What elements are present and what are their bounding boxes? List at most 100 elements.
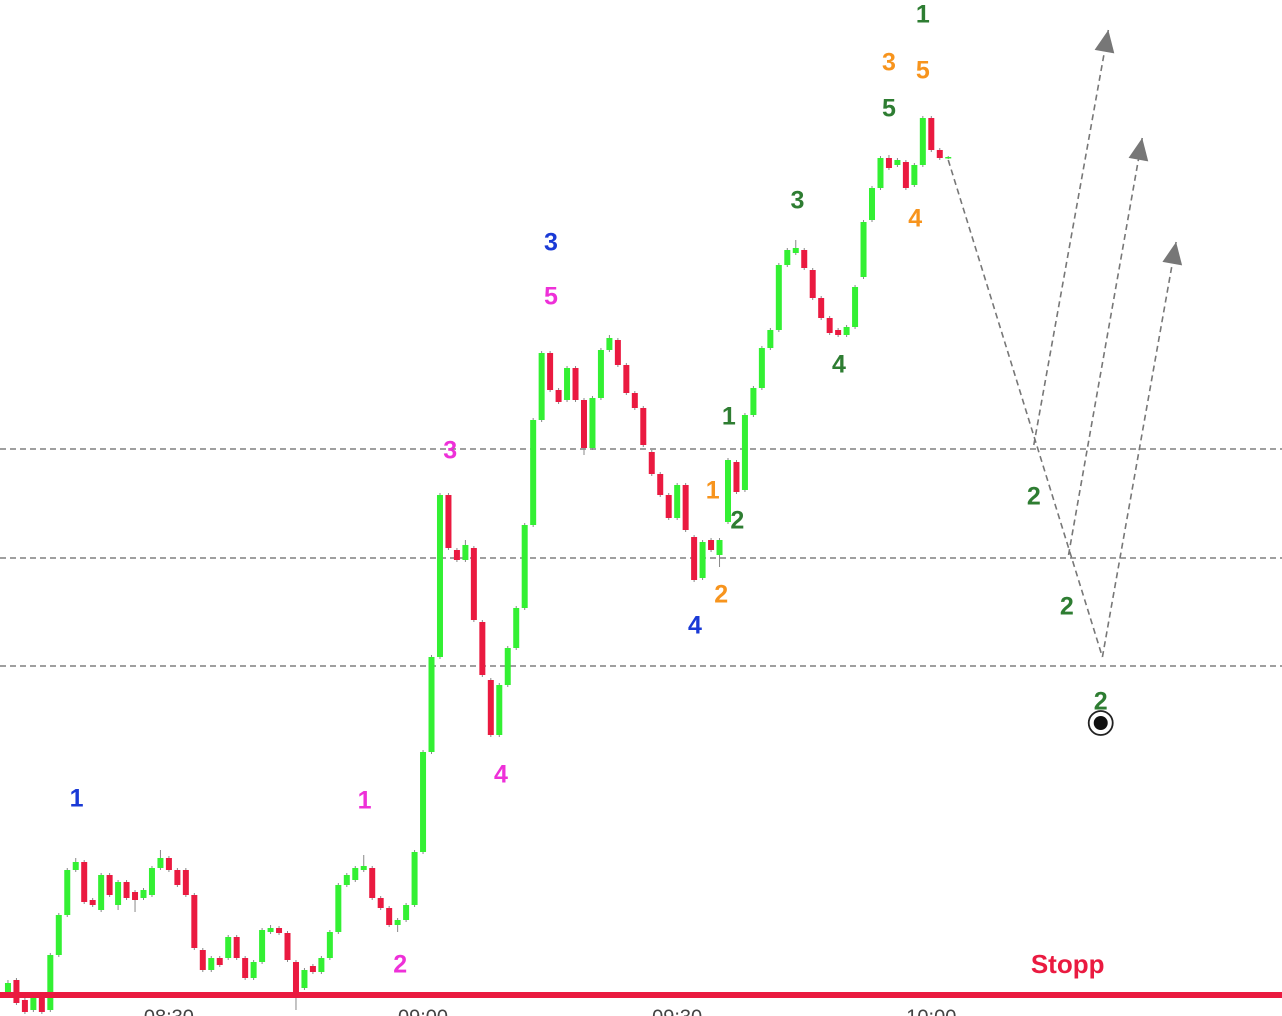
wave-label: 3 xyxy=(544,229,558,257)
candle-body xyxy=(648,452,655,474)
wave-label: 3 xyxy=(791,187,805,215)
candle-body xyxy=(928,118,935,150)
candle-body xyxy=(55,915,62,955)
candle-body xyxy=(343,875,350,885)
candle-body xyxy=(843,327,850,335)
candle-body xyxy=(292,962,299,992)
candle-body xyxy=(572,368,579,400)
candle-body xyxy=(674,485,681,518)
candle-body xyxy=(623,365,630,393)
candle-body xyxy=(411,852,418,905)
candle-body xyxy=(902,162,909,188)
wave-label: 4 xyxy=(494,761,508,789)
candle-body xyxy=(386,908,393,925)
candle-body xyxy=(496,685,503,735)
candle-body xyxy=(750,388,757,415)
candle-body xyxy=(470,548,477,620)
candle-body xyxy=(657,474,664,495)
candle-body xyxy=(428,657,435,752)
candle-body xyxy=(741,415,748,490)
candle-body xyxy=(259,930,266,962)
wave-label: 2 xyxy=(1027,483,1041,511)
x-tick-label: 09:30 xyxy=(652,1006,702,1016)
candle-body xyxy=(708,540,715,550)
candle-body xyxy=(513,608,520,648)
wave-label: 4 xyxy=(832,351,846,379)
candle-body xyxy=(216,958,223,965)
candle-body xyxy=(403,905,410,920)
candle-body xyxy=(792,248,799,253)
candle-body xyxy=(606,338,613,350)
candle-body xyxy=(445,495,452,548)
candle-body xyxy=(597,350,604,398)
wave-label: 2 xyxy=(1060,593,1074,621)
candle-body xyxy=(352,868,359,880)
candle-body xyxy=(767,330,774,348)
candle-body xyxy=(538,353,545,420)
wave-label: 1 xyxy=(722,403,736,431)
candle-body xyxy=(123,882,130,898)
wave-label: 1 xyxy=(70,785,84,813)
wave-label: 1 xyxy=(358,787,372,815)
candle-body xyxy=(174,870,181,885)
candle-body xyxy=(242,958,249,978)
candle-body xyxy=(826,318,833,333)
candle-body xyxy=(835,330,842,335)
candle-body xyxy=(521,525,528,608)
candle-body xyxy=(38,997,45,1012)
candle-body xyxy=(487,680,494,735)
projection-line xyxy=(1067,137,1144,556)
x-tick-label: 10:00 xyxy=(906,1006,956,1016)
candle-body xyxy=(631,393,638,408)
candle-body xyxy=(191,895,198,948)
candle-body xyxy=(21,1000,28,1012)
wave-label: 5 xyxy=(882,95,896,123)
wave-label: 2 xyxy=(730,507,744,535)
candle-body xyxy=(267,928,274,932)
candle-body xyxy=(733,462,740,492)
arrow-head xyxy=(1094,30,1115,54)
candle-body xyxy=(936,150,943,158)
candle-body xyxy=(148,868,155,895)
projection-line xyxy=(947,159,1104,658)
projection-line xyxy=(1033,29,1110,446)
candle-body xyxy=(165,858,172,870)
candle-body xyxy=(453,550,460,560)
wave-label: Stopp xyxy=(1031,949,1105,979)
arrow-head xyxy=(1128,138,1149,162)
candle-body xyxy=(394,920,401,925)
candle-body xyxy=(106,875,113,895)
candle-body xyxy=(301,970,308,988)
candle-body xyxy=(894,160,901,165)
candle-body xyxy=(182,870,189,895)
candle-body xyxy=(809,270,816,298)
candle-body xyxy=(360,866,367,870)
candle-body xyxy=(691,537,698,580)
candle-body xyxy=(580,400,587,448)
x-tick-label: 08:30 xyxy=(144,1006,194,1016)
candle-body xyxy=(555,390,562,402)
projection-line xyxy=(1101,241,1177,658)
candle-body xyxy=(724,460,731,522)
candle-body xyxy=(860,222,867,277)
candle-body xyxy=(420,752,427,852)
wave-label: 4 xyxy=(688,612,702,640)
candle-body xyxy=(30,995,37,1010)
candle-body xyxy=(504,648,511,685)
candle-body xyxy=(233,937,240,958)
candle-body xyxy=(564,368,571,400)
candle-body xyxy=(225,937,232,958)
candle-body xyxy=(911,165,918,185)
candle-body xyxy=(699,542,706,578)
candle-body xyxy=(479,622,486,675)
wave-label: 1 xyxy=(916,1,930,29)
candle-body xyxy=(919,118,926,165)
target-dot xyxy=(1093,716,1108,730)
candle-body xyxy=(682,485,689,530)
candle-body xyxy=(208,958,215,970)
candle-body xyxy=(98,875,105,910)
candle-body xyxy=(140,890,147,898)
candle-body xyxy=(157,858,164,868)
candle-body xyxy=(547,353,554,390)
